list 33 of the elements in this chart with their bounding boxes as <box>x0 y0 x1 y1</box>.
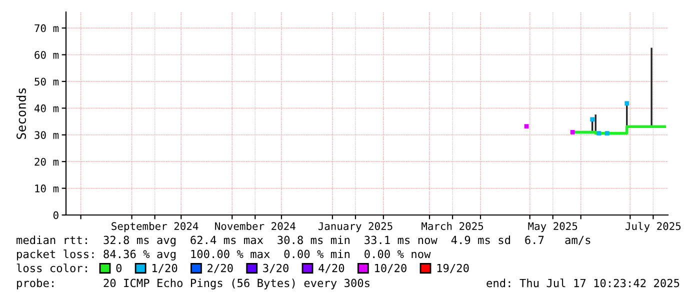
x-tick-label: September 2024 <box>112 222 198 232</box>
x-tick-label: March 2025 <box>422 222 484 230</box>
text: probe: 20 ICMP Echo Pings (56 Bytes) every 300s <box>17 278 370 290</box>
y-axis-title: Seconds <box>16 88 26 139</box>
x-tick-label: July 2025 <box>626 222 681 232</box>
y-tick-label: 0 <box>53 211 58 220</box>
legend-title: loss color: <box>16 264 87 272</box>
y-tick-label: 60 m <box>34 50 59 59</box>
x-tick-label: January 2025 <box>318 222 392 232</box>
y-tick-label: 70 m <box>34 24 59 32</box>
legend-label: 0 <box>116 264 122 272</box>
point <box>524 124 529 129</box>
y-tick-label: 20 m <box>34 158 59 166</box>
legend-label: 4/20 <box>318 264 344 274</box>
point <box>570 130 575 134</box>
text: end: Thu Jul 17 10:23:42 2025 <box>486 278 680 288</box>
text: packet loss: 84.36 % avg 100.00 % max 0.00 % min 0.00 % now <box>17 250 431 260</box>
point <box>624 101 630 106</box>
x-tick-label: May 2025 <box>528 222 578 232</box>
y-tick-label: 40 m <box>34 104 59 112</box>
legend-label: 1/20 <box>152 264 178 274</box>
x-tick-label: November 2024 <box>215 222 296 230</box>
legend-label: 19/20 <box>437 264 469 274</box>
point <box>590 117 595 122</box>
y-tick-label: 50 m <box>34 78 59 86</box>
legend-label: 10/20 <box>375 264 406 274</box>
y-tick-label: 10 m <box>35 184 59 192</box>
point <box>604 131 610 136</box>
legend-label: 2/20 <box>208 264 233 274</box>
text: median rtt: 32.8 ms avg 62.4 ms max 30.8 ms min 33.1 ms now 4.9 ms sd 6.7 am/s <box>16 236 590 246</box>
legend-label: 3/20 <box>263 264 288 274</box>
point <box>596 131 602 136</box>
y-tick-label: 30 m <box>34 131 59 139</box>
